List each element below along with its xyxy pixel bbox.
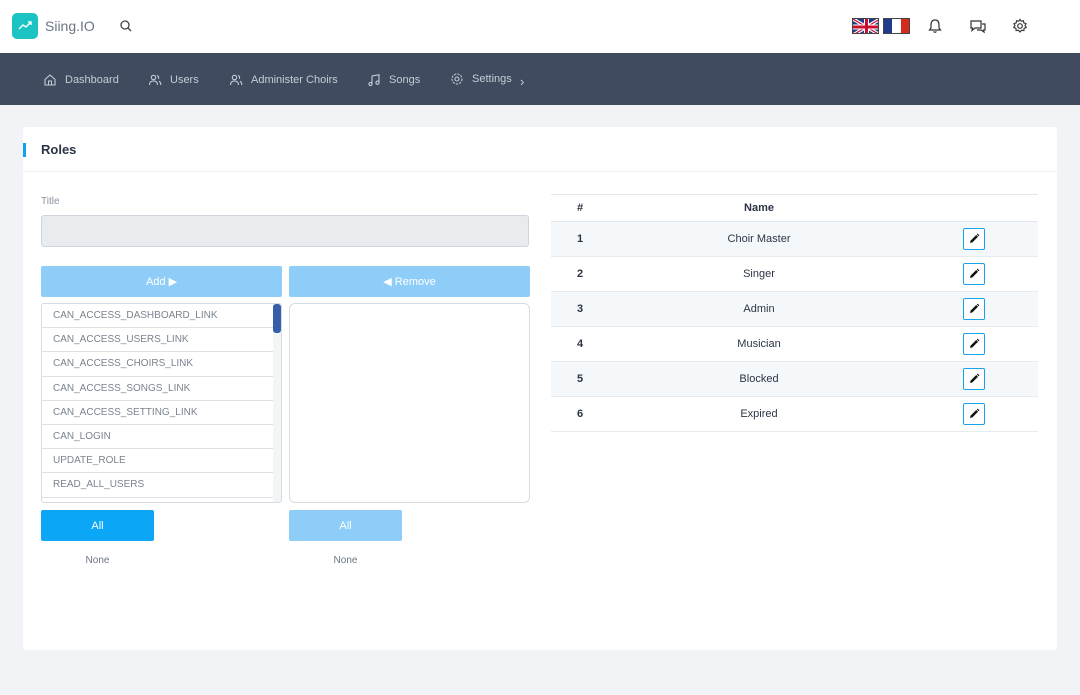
table-row: 2 Singer — [551, 256, 1038, 292]
role-actions — [909, 291, 1038, 327]
nav-item-songs[interactable]: Songs — [367, 73, 420, 87]
permission-list-item[interactable]: CAN_LOGIN — [42, 425, 274, 450]
nav-item-settings[interactable]: Settings — [450, 72, 512, 86]
nav-item-label: Songs — [389, 74, 421, 86]
permission-list: CAN_ACCESS_DASHBOARD_LINK CAN_ACCESS_USER… — [42, 304, 274, 498]
permission-list-item[interactable]: CAN_ACCESS_CHOIRS_LINK — [42, 352, 274, 377]
search-icon[interactable] — [119, 19, 133, 33]
nav-item-users[interactable]: Users — [148, 73, 199, 87]
selected-permissions-list[interactable] — [289, 303, 530, 503]
roles-table-body: 1 Choir Master 2 Singer 3 Admin 4 Musician 5 Bloc… — [551, 221, 1038, 432]
pencil-icon — [969, 338, 979, 348]
fr-flag-icon[interactable] — [883, 18, 910, 34]
role-name: Blocked — [609, 361, 909, 397]
column-header-name: Name — [609, 194, 909, 222]
select-all-available-button[interactable]: All — [41, 510, 154, 541]
edit-role-button[interactable] — [962, 263, 985, 285]
main-nav: Dashboard Users Administer Choirs Songs … — [0, 53, 1080, 105]
gear-icon — [451, 73, 463, 85]
role-actions — [909, 256, 1038, 292]
column-header-actions — [909, 194, 1038, 222]
role-name: Expired — [609, 396, 909, 432]
select-none-available-link[interactable]: None — [85, 555, 110, 566]
nav-item-label: Dashboard — [65, 74, 119, 86]
table-header-row: # Name — [551, 194, 1038, 222]
edit-role-button[interactable] — [962, 228, 985, 250]
gear-icon[interactable] — [1011, 17, 1029, 35]
roles-table: # Name 1 Choir Master 2 Singer 3 Admin 4 Musici… — [551, 194, 1038, 432]
role-actions — [909, 396, 1038, 432]
scrollbar-track[interactable] — [273, 304, 281, 502]
role-number: 1 — [551, 221, 609, 257]
nav-item-dashboard[interactable]: Dashboard — [43, 73, 119, 87]
edit-role-button[interactable] — [962, 333, 985, 355]
roles-card: Roles Title Add ▶ ◀ Remove CAN_ACCESS_DA… — [23, 127, 1057, 650]
role-number: 3 — [551, 291, 609, 327]
nav-item-label: Users — [170, 74, 199, 86]
role-number: 5 — [551, 361, 609, 397]
role-number: 4 — [551, 326, 609, 362]
scrollbar-thumb[interactable] — [273, 304, 281, 333]
users-icon — [229, 74, 243, 86]
chevron-right-icon[interactable]: › — [520, 74, 525, 89]
edit-role-button[interactable] — [962, 403, 985, 425]
available-permissions-list[interactable]: CAN_ACCESS_DASHBOARD_LINK CAN_ACCESS_USER… — [41, 303, 282, 503]
role-name: Choir Master — [609, 221, 909, 257]
bell-icon[interactable] — [926, 17, 944, 35]
permission-list-item[interactable]: UPDATE_ROLE — [42, 449, 274, 474]
music-note-icon — [368, 74, 380, 87]
page-title: Roles — [41, 142, 77, 157]
table-row: 6 Expired — [551, 396, 1038, 432]
permission-list-item[interactable]: READ_ALL_USERS — [42, 473, 274, 498]
uk-flag-icon[interactable] — [852, 18, 879, 34]
role-number: 6 — [551, 396, 609, 432]
logo[interactable] — [12, 13, 38, 39]
brand-name: Siing.IO — [45, 18, 95, 34]
header-accent — [23, 143, 26, 157]
edit-role-button[interactable] — [962, 298, 985, 320]
edit-role-button[interactable] — [962, 368, 985, 390]
remove-button[interactable]: ◀ Remove — [289, 266, 530, 297]
pencil-icon — [969, 233, 979, 243]
top-bar: Siing.IO — [0, 0, 1080, 53]
table-row: 5 Blocked — [551, 361, 1038, 397]
title-input[interactable] — [41, 215, 529, 247]
table-row: 4 Musician — [551, 326, 1038, 362]
nav-item-label: Administer Choirs — [251, 74, 338, 86]
role-actions — [909, 221, 1038, 257]
role-name: Musician — [609, 326, 909, 362]
chat-icon[interactable] — [969, 17, 987, 35]
role-actions — [909, 326, 1038, 362]
permission-list-item[interactable]: CAN_ACCESS_DASHBOARD_LINK — [42, 304, 274, 329]
pencil-icon — [969, 373, 979, 383]
pencil-icon — [969, 303, 979, 313]
home-icon — [44, 74, 56, 86]
role-name: Singer — [609, 256, 909, 292]
column-header-number: # — [551, 194, 609, 222]
nav-item-label: Settings — [472, 73, 512, 85]
trend-up-icon — [18, 21, 32, 30]
nav-item-administer-choirs[interactable]: Administer Choirs — [229, 73, 338, 87]
role-number: 2 — [551, 256, 609, 292]
pencil-icon — [969, 408, 979, 418]
pencil-icon — [969, 268, 979, 278]
table-row: 1 Choir Master — [551, 221, 1038, 257]
title-field-label: Title — [41, 196, 60, 207]
table-row: 3 Admin — [551, 291, 1038, 327]
users-icon — [148, 74, 162, 86]
card-header: Roles — [23, 127, 1057, 172]
role-name: Admin — [609, 291, 909, 327]
permission-list-item[interactable]: CAN_ACCESS_SONGS_LINK — [42, 377, 274, 401]
select-all-selected-button[interactable]: All — [289, 510, 402, 541]
role-actions — [909, 361, 1038, 397]
select-none-selected-link[interactable]: None — [333, 555, 358, 566]
add-button[interactable]: Add ▶ — [41, 266, 282, 297]
permission-list-item[interactable]: CAN_ACCESS_USERS_LINK — [42, 328, 274, 353]
permission-list-item[interactable]: CAN_ACCESS_SETTING_LINK — [42, 401, 274, 425]
